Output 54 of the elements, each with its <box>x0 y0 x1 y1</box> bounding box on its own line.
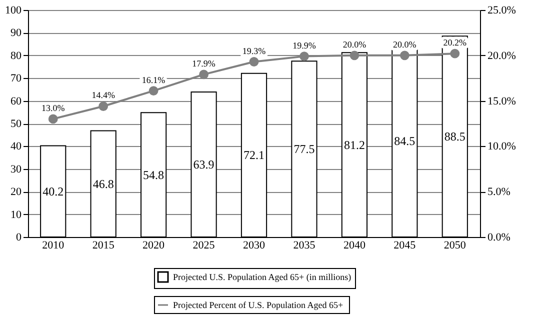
data-label: 19.3% <box>242 46 266 56</box>
y-tick-label: 40 <box>10 140 22 153</box>
legend-label: Projected Percent of U.S. Population Aged 65+ <box>173 300 344 310</box>
data-label: 20.0% <box>342 39 367 50</box>
x-tick-label: 2020 <box>142 240 166 252</box>
x-tick-label: 2030 <box>243 240 266 252</box>
data-label: 13.0% <box>41 102 66 113</box>
y-tick-label: 60 <box>10 95 22 108</box>
point <box>98 102 108 111</box>
data-label: 16.1% <box>142 74 166 85</box>
data-label: 63.9 <box>193 157 214 172</box>
x-tick-label: 2040 <box>343 240 366 252</box>
x-tick-label: 2035 <box>293 240 316 252</box>
x-tick-label: 2050 <box>444 240 466 252</box>
point <box>300 52 309 62</box>
data-label: 14.4% <box>92 90 116 100</box>
y-tick-label: 20 <box>10 186 22 198</box>
data-label: 77.5 <box>294 142 315 156</box>
y2-tick-label: 25.0% <box>488 4 516 16</box>
data-label: 20.2% <box>443 38 468 48</box>
y2-tick-label: 10.0% <box>488 140 516 153</box>
y-tick-label: 0 <box>16 232 22 244</box>
y2-tick-label: 0.0% <box>488 232 510 244</box>
x-tick-label: 2025 <box>192 240 216 252</box>
data-label: 19.9% <box>292 40 316 50</box>
point <box>350 50 360 60</box>
point <box>249 57 259 66</box>
point <box>48 114 58 124</box>
y2-tick-label: 5.0% <box>488 186 510 198</box>
point <box>199 70 208 80</box>
y-tick-label: 70 <box>10 72 22 85</box>
y-tick-label: 50 <box>10 118 22 130</box>
legend-label: Projected U.S. Population Aged 65+ (in millions) <box>173 272 352 282</box>
data-label: 17.9% <box>192 58 216 68</box>
y-tick-label: 30 <box>10 163 22 176</box>
data-label: 81.2 <box>344 138 365 152</box>
data-label: 40.2 <box>42 184 64 198</box>
y-tick-label: 80 <box>10 50 22 62</box>
data-label: 54.8 <box>143 168 164 182</box>
y-tick-label: 90 <box>10 27 22 40</box>
data-label: 84.5 <box>394 134 416 148</box>
x-tick-label: 2015 <box>92 240 115 252</box>
data-label: 88.5 <box>444 130 466 144</box>
y-tick-label: 100 <box>5 4 22 16</box>
y2-tick-label: 15.0% <box>488 95 516 108</box>
point <box>148 86 158 96</box>
x-tick-label: 2045 <box>394 240 416 252</box>
point <box>400 50 410 60</box>
data-label: 72.1 <box>244 148 264 162</box>
y-tick-label: 10 <box>10 208 22 221</box>
data-label: 46.8 <box>92 176 114 191</box>
x-tick-label: 2010 <box>42 240 65 252</box>
y2-tick-label: 20.0% <box>488 50 516 62</box>
point <box>450 48 460 58</box>
